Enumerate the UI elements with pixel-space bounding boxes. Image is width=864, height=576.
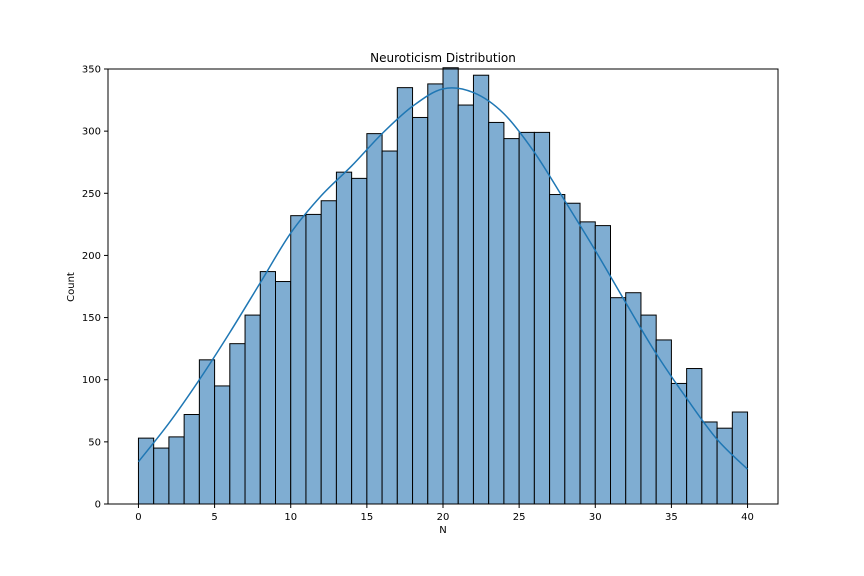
- histogram-bar-12: [320, 200, 337, 505]
- histogram-bar-17: [396, 87, 414, 505]
- y-tick-label: 100: [82, 375, 101, 386]
- y-tick-label: 300: [82, 127, 101, 138]
- histogram-bar-38: [716, 427, 733, 505]
- histogram-bar-36: [686, 368, 703, 505]
- histogram-bar-21: [457, 104, 474, 505]
- x-tick-label: 35: [665, 512, 678, 523]
- histogram-bar-25: [518, 131, 535, 505]
- histogram-bar-26: [533, 131, 551, 505]
- histogram-bar-19: [427, 83, 444, 505]
- histogram-bar-33: [640, 314, 657, 505]
- histogram-bar-23: [488, 121, 505, 505]
- histogram-bar-10: [290, 215, 307, 505]
- y-tick-label: 200: [82, 251, 101, 262]
- histogram-bar-8: [259, 271, 277, 505]
- y-axis: 0 50 100 150 200 250 300 350: [82, 65, 108, 511]
- x-tick-label: 30: [589, 512, 602, 523]
- x-tick-label: 40: [741, 512, 754, 523]
- histogram-bar-24: [503, 138, 520, 505]
- histogram-bar-28: [564, 202, 581, 505]
- histogram-bar-11: [305, 213, 322, 505]
- x-axis-label: N: [439, 525, 446, 536]
- histogram-bar-31: [610, 297, 627, 505]
- histogram-bar-2: [168, 436, 185, 505]
- histogram-bar-4: [198, 359, 216, 505]
- histogram-bar-1: [153, 447, 170, 505]
- histogram-bar-16: [381, 150, 398, 505]
- histogram-bar-3: [183, 414, 200, 505]
- y-tick-label: 250: [82, 189, 101, 200]
- histogram-bar-5: [214, 385, 231, 505]
- histogram-bar-30: [594, 225, 611, 505]
- x-tick-label: 10: [284, 512, 297, 523]
- histogram-bar-27: [549, 194, 566, 505]
- kde-layer: [137, 87, 749, 470]
- chart-title: Neuroticism Distribution: [370, 51, 516, 65]
- histogram-bar-15: [366, 133, 383, 505]
- x-tick-label: 20: [437, 512, 450, 523]
- x-tick-label: 0: [135, 512, 141, 523]
- x-tick-label: 15: [360, 512, 373, 523]
- x-tick-label: 5: [211, 512, 217, 523]
- histogram-bar-37: [701, 421, 718, 505]
- kde-line: [137, 87, 749, 470]
- y-axis-label: Count: [66, 272, 77, 302]
- x-axis: 0 5 10 15 20 25 30 35 40: [135, 504, 754, 523]
- y-tick-label: 50: [88, 437, 101, 448]
- histogram-bar-0: [137, 437, 155, 505]
- bars-layer: [137, 67, 749, 505]
- histogram-bar-7: [244, 314, 261, 505]
- histogram-bar-14: [351, 177, 368, 505]
- histogram-bar-35: [670, 382, 688, 505]
- y-tick-label: 150: [82, 313, 101, 324]
- x-tick-label: 25: [513, 512, 526, 523]
- histogram-bar-20: [442, 67, 459, 505]
- histogram-bar-9: [275, 281, 292, 505]
- histogram-bar-13: [335, 171, 353, 505]
- y-tick-label: 0: [95, 500, 101, 511]
- histogram-bar-29: [579, 221, 596, 505]
- histogram-bar-22: [472, 74, 490, 505]
- y-tick-label: 350: [82, 65, 101, 76]
- histogram-bar-6: [229, 343, 246, 505]
- histogram-bar-18: [412, 116, 429, 505]
